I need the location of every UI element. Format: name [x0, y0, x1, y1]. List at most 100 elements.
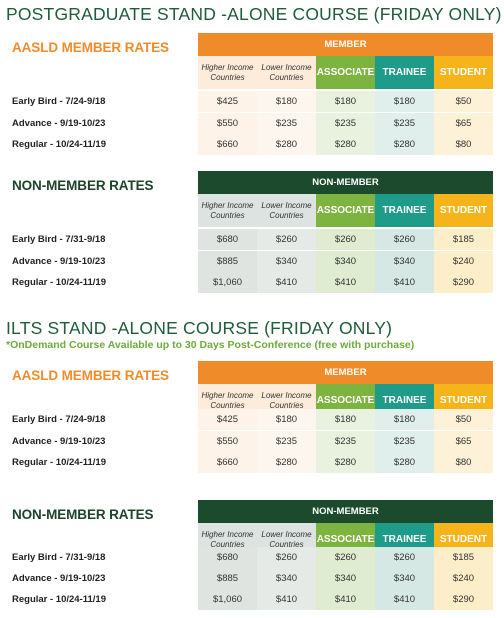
- price-cell: $280: [257, 134, 316, 155]
- price-cell: $1,060: [198, 589, 257, 610]
- price-cell: $260: [316, 547, 375, 568]
- section-title-ilts: ILTS STAND -ALONE COURSE (FRIDAY ONLY): [6, 318, 393, 338]
- member-rates-table-ilts: AASLD MEMBER RATES MEMBER Higher Income …: [0, 361, 504, 473]
- price-cell: $260: [375, 547, 434, 568]
- price-cell: $340: [257, 251, 316, 272]
- price-cell: $550: [198, 431, 257, 452]
- price-cell: $260: [257, 229, 316, 250]
- row-label: Advance - 9/19-10/23: [12, 118, 106, 129]
- higher-income-header: Higher Income Countries: [198, 56, 257, 89]
- price-cell: $340: [316, 251, 375, 272]
- price-cell: $680: [198, 229, 257, 250]
- table-row: Advance - 9/19-10/23 $550 $235 $235 $235…: [0, 431, 504, 452]
- price-cell: $180: [316, 91, 375, 112]
- price-cell: $235: [316, 431, 375, 452]
- nonmember-rates-table-ilts: NON-MEMBER RATES NON-MEMBER Higher Incom…: [0, 500, 504, 612]
- table-row: Regular - 10/24-11/19 $1,060 $410 $410 $…: [0, 272, 504, 293]
- price-cell: $180: [375, 91, 434, 112]
- table-row: Regular - 10/24-11/19 $1,060 $410 $410 $…: [0, 589, 504, 610]
- price-cell: $1,060: [198, 272, 257, 293]
- price-cell: $180: [375, 409, 434, 430]
- row-label: Regular - 10/24-11/19: [12, 594, 106, 605]
- price-cell: $280: [375, 134, 434, 155]
- row-label: Advance - 9/19-10/23: [12, 436, 106, 447]
- price-cell: $885: [198, 568, 257, 589]
- price-cell: $235: [257, 113, 316, 134]
- price-cell: $425: [198, 409, 257, 430]
- price-cell: $410: [316, 272, 375, 293]
- lower-income-header: Lower Income Countries: [257, 56, 316, 89]
- nonmember-rates-heading: NON-MEMBER RATES: [12, 507, 154, 522]
- table-row: Advance - 9/19-10/23 $550 $235 $235 $235…: [0, 113, 504, 134]
- price-cell: $235: [316, 113, 375, 134]
- price-cell: $240: [434, 568, 493, 589]
- row-label: Regular - 10/24-11/19: [12, 139, 106, 150]
- nonmember-band-header: NON-MEMBER: [198, 500, 493, 523]
- price-cell: $340: [316, 568, 375, 589]
- price-cell: $80: [434, 452, 493, 473]
- price-cell: $235: [375, 113, 434, 134]
- associate-header: ASSOCIATE: [316, 56, 375, 89]
- price-cell: $885: [198, 251, 257, 272]
- price-cell: $290: [434, 272, 493, 293]
- price-cell: $280: [316, 452, 375, 473]
- higher-income-header: Higher Income Countries: [198, 194, 257, 227]
- row-label: Early Bird - 7/31-9/18: [12, 552, 106, 563]
- student-header: STUDENT: [434, 56, 493, 89]
- row-label: Advance - 9/19-10/23: [12, 573, 106, 584]
- table-row: Regular - 10/24-11/19 $660 $280 $280 $28…: [0, 134, 504, 155]
- price-cell: $425: [198, 91, 257, 112]
- table-row: Advance - 9/19-10/23 $885 $340 $340 $340…: [0, 568, 504, 589]
- price-cell: $660: [198, 452, 257, 473]
- table-row: Early Bird - 7/24-9/18 $425 $180 $180 $1…: [0, 409, 504, 430]
- trainee-header: TRAINEE: [375, 194, 434, 227]
- price-cell: $340: [375, 568, 434, 589]
- price-cell: $410: [375, 272, 434, 293]
- price-cell: $50: [434, 409, 493, 430]
- row-label: Early Bird - 7/31-9/18: [12, 234, 106, 245]
- price-cell: $185: [434, 547, 493, 568]
- member-band-header: MEMBER: [198, 33, 493, 56]
- price-cell: $410: [257, 589, 316, 610]
- member-band-header: MEMBER: [198, 361, 493, 384]
- price-cell: $410: [316, 589, 375, 610]
- section-subtitle-ilts: *OnDemand Course Available up to 30 Days…: [6, 339, 415, 351]
- table-row: Early Bird - 7/31-9/18 $680 $260 $260 $2…: [0, 229, 504, 250]
- price-cell: $660: [198, 134, 257, 155]
- price-cell: $680: [198, 547, 257, 568]
- student-header: STUDENT: [434, 194, 493, 227]
- table-row: Early Bird - 7/31-9/18 $680 $260 $260 $2…: [0, 547, 504, 568]
- price-cell: $235: [257, 431, 316, 452]
- nonmember-band-header: NON-MEMBER: [198, 171, 493, 194]
- member-rates-heading: AASLD MEMBER RATES: [12, 368, 169, 383]
- price-cell: $180: [257, 409, 316, 430]
- price-cell: $550: [198, 113, 257, 134]
- price-cell: $80: [434, 134, 493, 155]
- trainee-header: TRAINEE: [375, 56, 434, 89]
- price-cell: $65: [434, 431, 493, 452]
- table-row: Regular - 10/24-11/19 $660 $280 $280 $28…: [0, 452, 504, 473]
- nonmember-rates-heading: NON-MEMBER RATES: [12, 178, 154, 193]
- price-cell: $290: [434, 589, 493, 610]
- row-label: Early Bird - 7/24-9/18: [12, 414, 106, 425]
- lower-income-header: Lower Income Countries: [257, 194, 316, 227]
- row-label: Early Bird - 7/24-9/18: [12, 96, 106, 107]
- price-cell: $280: [316, 134, 375, 155]
- price-cell: $280: [375, 452, 434, 473]
- member-rates-table-postgraduate: AASLD MEMBER RATES MEMBER Higher Income …: [0, 33, 504, 155]
- price-cell: $410: [375, 589, 434, 610]
- price-cell: $280: [257, 452, 316, 473]
- row-label: Regular - 10/24-11/19: [12, 277, 106, 288]
- section-title-postgraduate: POSTGRADUATE STAND -ALONE COURSE (FRIDAY…: [6, 4, 502, 24]
- price-cell: $260: [375, 229, 434, 250]
- table-row: Advance - 9/19-10/23 $885 $340 $340 $340…: [0, 251, 504, 272]
- price-cell: $240: [434, 251, 493, 272]
- associate-header: ASSOCIATE: [316, 194, 375, 227]
- price-cell: $235: [375, 431, 434, 452]
- member-rates-heading: AASLD MEMBER RATES: [12, 40, 169, 55]
- price-cell: $180: [257, 91, 316, 112]
- price-cell: $340: [375, 251, 434, 272]
- price-cell: $65: [434, 113, 493, 134]
- price-cell: $260: [316, 229, 375, 250]
- price-cell: $185: [434, 229, 493, 250]
